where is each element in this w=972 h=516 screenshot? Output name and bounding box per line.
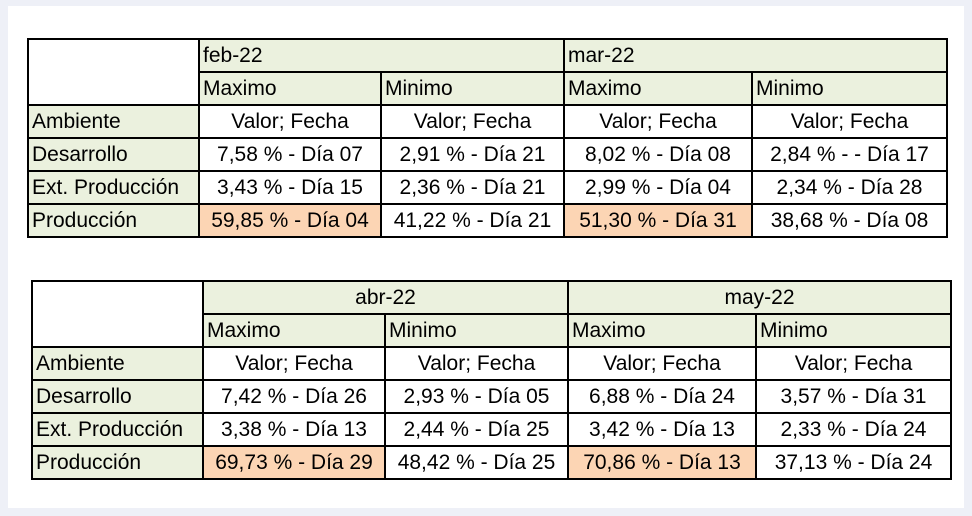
value-cell[interactable]: 3,43 % - Día 15 xyxy=(198,170,382,205)
value-cell[interactable]: 37,13 % - Día 24 xyxy=(755,445,952,480)
value-cell[interactable]: 2,34 % - Día 28 xyxy=(751,170,948,205)
value-cell[interactable]: 2,99 % - Día 04 xyxy=(563,170,753,205)
value-cell[interactable]: 8,02 % - Día 08 xyxy=(563,137,753,172)
highlighted-value-cell[interactable]: 51,30 % - Día 31 xyxy=(563,203,753,238)
table-row: Ambiente Valor; Fecha Valor; Fecha Valor… xyxy=(27,104,948,139)
table-row: Desarrollo 7,42 % - Día 26 2,93 % - Día … xyxy=(31,379,952,414)
value-cell[interactable]: Valor; Fecha xyxy=(755,346,952,381)
table-row: Ext. Producción 3,38 % - Día 13 2,44 % -… xyxy=(31,412,952,447)
row-label-cell[interactable]: Producción xyxy=(31,445,204,480)
corner-cell[interactable] xyxy=(27,38,200,106)
value-cell[interactable]: Valor; Fecha xyxy=(567,346,757,381)
value-cell[interactable]: Valor; Fecha xyxy=(380,104,565,139)
max-header-cell[interactable]: Maximo xyxy=(567,313,757,348)
highlighted-value-cell[interactable]: 59,85 % - Día 04 xyxy=(198,203,382,238)
value-cell[interactable]: 3,42 % - Día 13 xyxy=(567,412,757,447)
value-cell[interactable]: Valor; Fecha xyxy=(384,346,569,381)
value-cell[interactable]: 2,33 % - Día 24 xyxy=(755,412,952,447)
row-label-cell[interactable]: Desarrollo xyxy=(31,379,204,414)
value-cell[interactable]: 7,58 % - Día 07 xyxy=(198,137,382,172)
value-cell[interactable]: 2,91 % - Día 21 xyxy=(380,137,565,172)
row-label-cell[interactable]: Ambiente xyxy=(27,104,200,139)
highlighted-value-cell[interactable]: 69,73 % - Día 29 xyxy=(202,445,386,480)
metrics-table-feb-mar: feb-22 mar-22 Maximo Minimo Maximo Minim… xyxy=(27,38,948,238)
subheader-row: Maximo Minimo Maximo Minimo xyxy=(28,71,948,106)
value-cell[interactable]: 41,22 % - Día 21 xyxy=(380,203,565,238)
max-header-cell[interactable]: Maximo xyxy=(198,71,382,106)
highlighted-value-cell[interactable]: 70,86 % - Día 13 xyxy=(567,445,757,480)
min-header-cell[interactable]: Minimo xyxy=(751,71,948,106)
value-cell[interactable]: 7,42 % - Día 26 xyxy=(202,379,386,414)
month-header-row: feb-22 mar-22 xyxy=(27,38,948,106)
month-header-row: abr-22 may-22 xyxy=(31,280,952,348)
value-cell[interactable]: Valor; Fecha xyxy=(751,104,948,139)
table-row: Ext. Producción 3,43 % - Día 15 2,36 % -… xyxy=(27,170,948,205)
value-cell[interactable]: 48,42 % - Día 25 xyxy=(384,445,569,480)
month-header-cell[interactable]: mar-22 xyxy=(563,38,948,73)
row-label-cell[interactable]: Producción xyxy=(27,203,200,238)
table-row: Producción 59,85 % - Día 04 41,22 % - Dí… xyxy=(27,203,948,238)
corner-cell[interactable] xyxy=(31,280,204,348)
row-label-cell[interactable]: Ambiente xyxy=(31,346,204,381)
subheader-row: Maximo Minimo Maximo Minimo xyxy=(32,313,952,348)
max-header-cell[interactable]: Maximo xyxy=(563,71,753,106)
row-label-cell[interactable]: Desarrollo xyxy=(27,137,200,172)
value-cell[interactable]: 2,84 % - - Día 17 xyxy=(751,137,948,172)
value-cell[interactable]: 6,88 % - Día 24 xyxy=(567,379,757,414)
spreadsheet-area: feb-22 mar-22 Maximo Minimo Maximo Minim… xyxy=(8,6,964,508)
month-header-cell[interactable]: feb-22 xyxy=(198,38,565,73)
value-cell[interactable]: Valor; Fecha xyxy=(202,346,386,381)
value-cell[interactable]: Valor; Fecha xyxy=(563,104,753,139)
table-row: Producción 69,73 % - Día 29 48,42 % - Dí… xyxy=(31,445,952,480)
row-label-cell[interactable]: Ext. Producción xyxy=(31,412,204,447)
value-cell[interactable]: 2,36 % - Día 21 xyxy=(380,170,565,205)
month-header-cell[interactable]: abr-22 xyxy=(202,280,569,315)
min-header-cell[interactable]: Minimo xyxy=(384,313,569,348)
table-row: Desarrollo 7,58 % - Día 07 2,91 % - Día … xyxy=(27,137,948,172)
value-cell[interactable]: 2,93 % - Día 05 xyxy=(384,379,569,414)
value-cell[interactable]: 3,38 % - Día 13 xyxy=(202,412,386,447)
value-cell[interactable]: 3,57 % - Día 31 xyxy=(755,379,952,414)
table-row: Ambiente Valor; Fecha Valor; Fecha Valor… xyxy=(31,346,952,381)
value-cell[interactable]: 38,68 % - Día 08 xyxy=(751,203,948,238)
row-label-cell[interactable]: Ext. Producción xyxy=(27,170,200,205)
max-header-cell[interactable]: Maximo xyxy=(202,313,386,348)
metrics-table-abr-may: abr-22 may-22 Maximo Minimo Maximo Minim… xyxy=(31,280,952,480)
value-cell[interactable]: Valor; Fecha xyxy=(198,104,382,139)
value-cell[interactable]: 2,44 % - Día 25 xyxy=(384,412,569,447)
month-header-cell[interactable]: may-22 xyxy=(567,280,952,315)
min-header-cell[interactable]: Minimo xyxy=(380,71,565,106)
min-header-cell[interactable]: Minimo xyxy=(755,313,952,348)
